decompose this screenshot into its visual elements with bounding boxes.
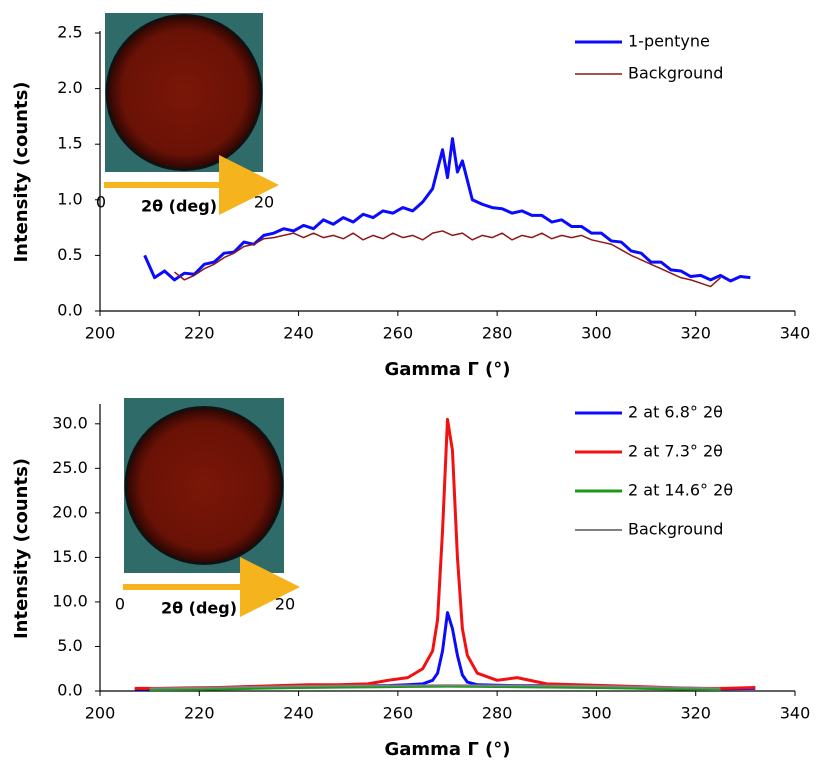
y-axis-title: Intensity (counts): [11, 458, 32, 639]
inset-end: 20: [275, 595, 295, 614]
x-tick-label: 280: [482, 704, 513, 723]
x-tick-label: 300: [581, 324, 612, 343]
y-tick-label: 10.0: [52, 591, 88, 610]
inset-end: 20: [254, 193, 274, 212]
y-tick-label: 0.0: [57, 301, 82, 320]
x-tick-label: 260: [383, 704, 414, 723]
y-tick-label: 2.0: [57, 78, 82, 97]
x-tick-label: 320: [680, 324, 711, 343]
series-line: [149, 684, 721, 690]
legend-label: 1-pentyne: [628, 32, 710, 51]
x-tick-label: 340: [780, 324, 811, 343]
legend-label: Background: [628, 520, 723, 539]
y-tick-label: 5.0: [57, 636, 82, 655]
y-tick-label: 15.0: [52, 547, 88, 566]
legend-label: 2 at 7.3° 2θ: [628, 442, 723, 461]
x-tick-label: 300: [581, 704, 612, 723]
y-tick-label: 1.5: [57, 134, 82, 153]
inset-label: 2θ (deg): [161, 599, 237, 618]
series-line: [143, 137, 751, 283]
legend-label: Background: [628, 64, 723, 83]
y-tick-label: 30.0: [52, 413, 88, 432]
x-tick-label: 260: [383, 324, 414, 343]
series-line: [134, 611, 756, 691]
legend-label: 2 at 6.8° 2θ: [628, 403, 723, 422]
legend-label: 2 at 14.6° 2θ: [628, 481, 733, 500]
inset-detector: [124, 406, 284, 565]
x-tick-label: 240: [283, 704, 314, 723]
inset-detector: [105, 14, 263, 171]
x-tick-label: 220: [184, 704, 215, 723]
y-tick-label: 25.0: [52, 458, 88, 477]
x-tick-label: 280: [482, 324, 513, 343]
y-tick-label: 2.5: [57, 23, 82, 42]
x-tick-label: 220: [184, 324, 215, 343]
x-axis-title: Gamma Γ (°): [384, 359, 510, 380]
x-tick-label: 200: [85, 324, 116, 343]
x-axis-title: Gamma Γ (°): [384, 739, 510, 760]
x-tick-label: 320: [680, 704, 711, 723]
inset-start: 0: [115, 595, 125, 614]
x-tick-label: 200: [85, 704, 116, 723]
y-tick-label: 0.0: [57, 681, 82, 700]
x-tick-label: 340: [780, 704, 811, 723]
series-line: [173, 230, 722, 288]
y-tick-label: 1.0: [57, 189, 82, 208]
inset-start: 0: [96, 193, 106, 212]
inset-label: 2θ (deg): [141, 197, 217, 216]
y-axis-title: Intensity (counts): [11, 81, 32, 262]
x-tick-label: 240: [283, 324, 314, 343]
y-tick-label: 20.0: [52, 502, 88, 521]
y-tick-label: 0.5: [57, 245, 82, 264]
